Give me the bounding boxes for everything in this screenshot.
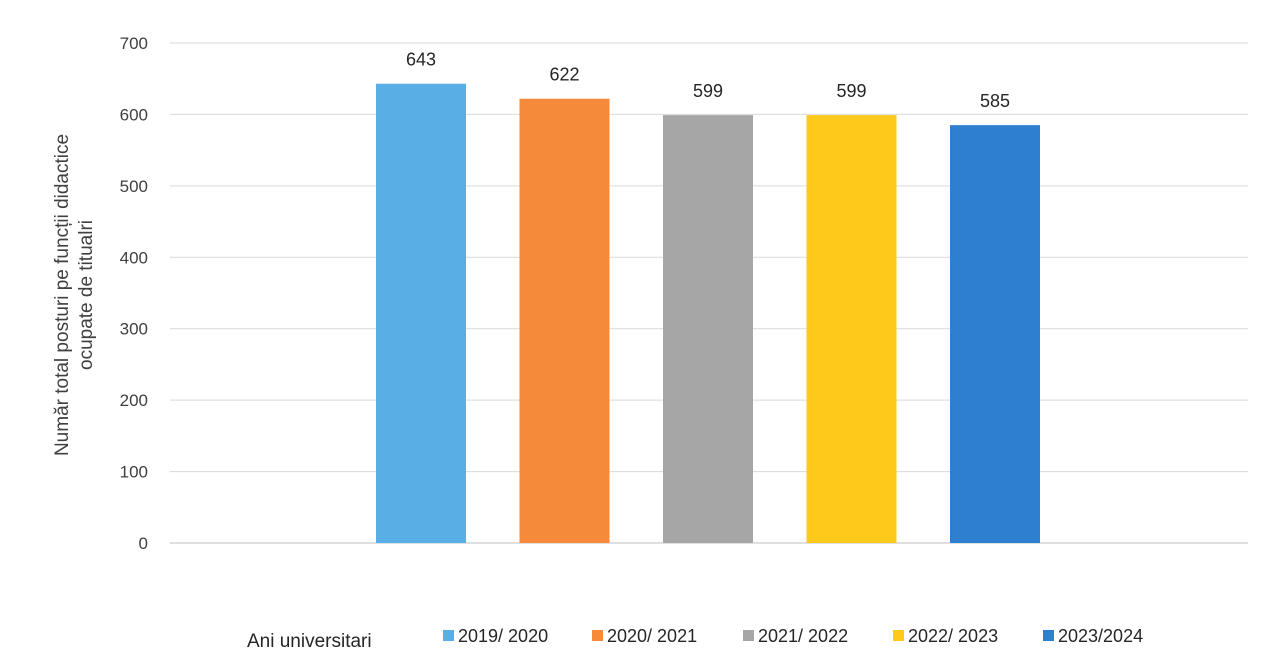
data-label: 585 [980,91,1010,111]
data-labels: 643 622 599 599 585 [406,50,1010,111]
y-axis-label-line2: ocupate de titualri [76,220,97,370]
y-axis-label: Număr total posturi pe funcții didactice… [52,134,97,456]
bar [806,115,897,544]
legend-label: 2022/ 2023 [908,626,998,646]
legend-swatch [893,630,904,641]
y-tick-label: 400 [120,248,148,267]
y-tick-label: 300 [120,320,148,339]
bar [663,115,753,544]
legend-swatch [1043,630,1054,641]
data-label: 643 [406,50,436,70]
bar [519,98,610,543]
y-axis-ticks: 0 100 200 300 400 500 600 700 [120,34,148,553]
legend-swatch [743,630,754,641]
legend-swatch [592,630,603,641]
legend-label: 2020/ 2021 [607,626,697,646]
y-tick-label: 700 [120,34,148,53]
legend-label: 2021/ 2022 [758,626,848,646]
y-tick-label: 100 [120,463,148,482]
data-label: 599 [693,81,723,101]
legend: Ani universitari 2019/ 2020 2020/ 2021 202… [247,626,1143,652]
y-tick-label: 0 [139,534,148,553]
y-tick-label: 200 [120,391,148,410]
data-label: 622 [549,65,579,85]
y-axis-label-line1: Număr total posturi pe funcții didactice [52,134,73,456]
y-tick-label: 600 [120,105,148,124]
x-axis-label: Ani universitari [247,631,372,652]
legend-swatch [443,630,454,641]
y-tick-label: 500 [120,177,148,196]
legend-label: 2019/ 2020 [458,626,548,646]
legend-label: 2023/2024 [1058,626,1143,646]
bars [376,83,1040,544]
data-label: 599 [836,81,866,101]
bar [376,83,466,543]
bar [950,125,1040,544]
